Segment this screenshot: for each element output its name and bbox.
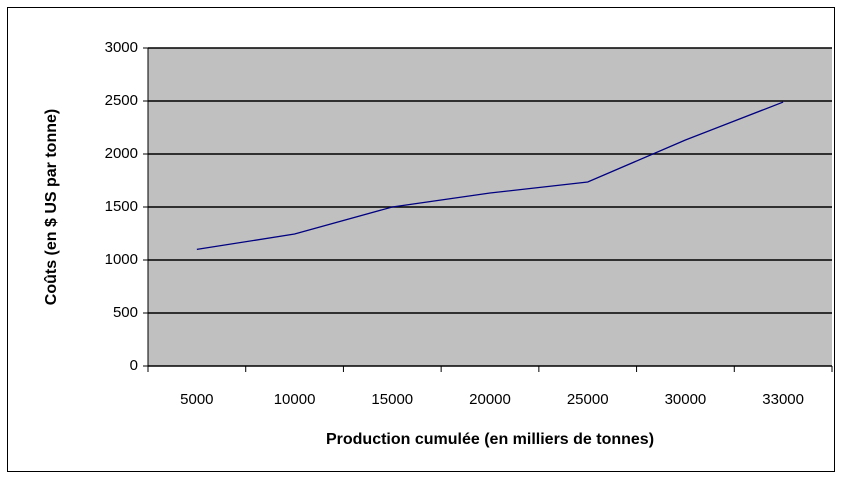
y-tick-label: 2000 xyxy=(105,145,138,162)
y-tick-label: 3000 xyxy=(105,39,138,56)
x-tick-label: 10000 xyxy=(274,391,316,408)
y-tick-label: 0 xyxy=(130,357,138,374)
x-tick-label: 5000 xyxy=(180,391,213,408)
y-tick-label: 1000 xyxy=(105,251,138,268)
x-axis-title: Production cumulée (en milliers de tonne… xyxy=(326,431,654,448)
x-tick-label: 15000 xyxy=(371,391,413,408)
data-line xyxy=(196,101,784,251)
y-axis-title: Coûts (en $ US par tonne) xyxy=(43,109,60,305)
x-tick-label: 30000 xyxy=(665,391,707,408)
x-tick-label: 25000 xyxy=(567,391,609,408)
x-tick-label: 20000 xyxy=(469,391,511,408)
x-tick-label: 33000 xyxy=(762,391,804,408)
y-tick-label: 1500 xyxy=(105,198,138,215)
y-tick-label: 2500 xyxy=(105,92,138,109)
y-tick-label: 500 xyxy=(113,304,138,321)
